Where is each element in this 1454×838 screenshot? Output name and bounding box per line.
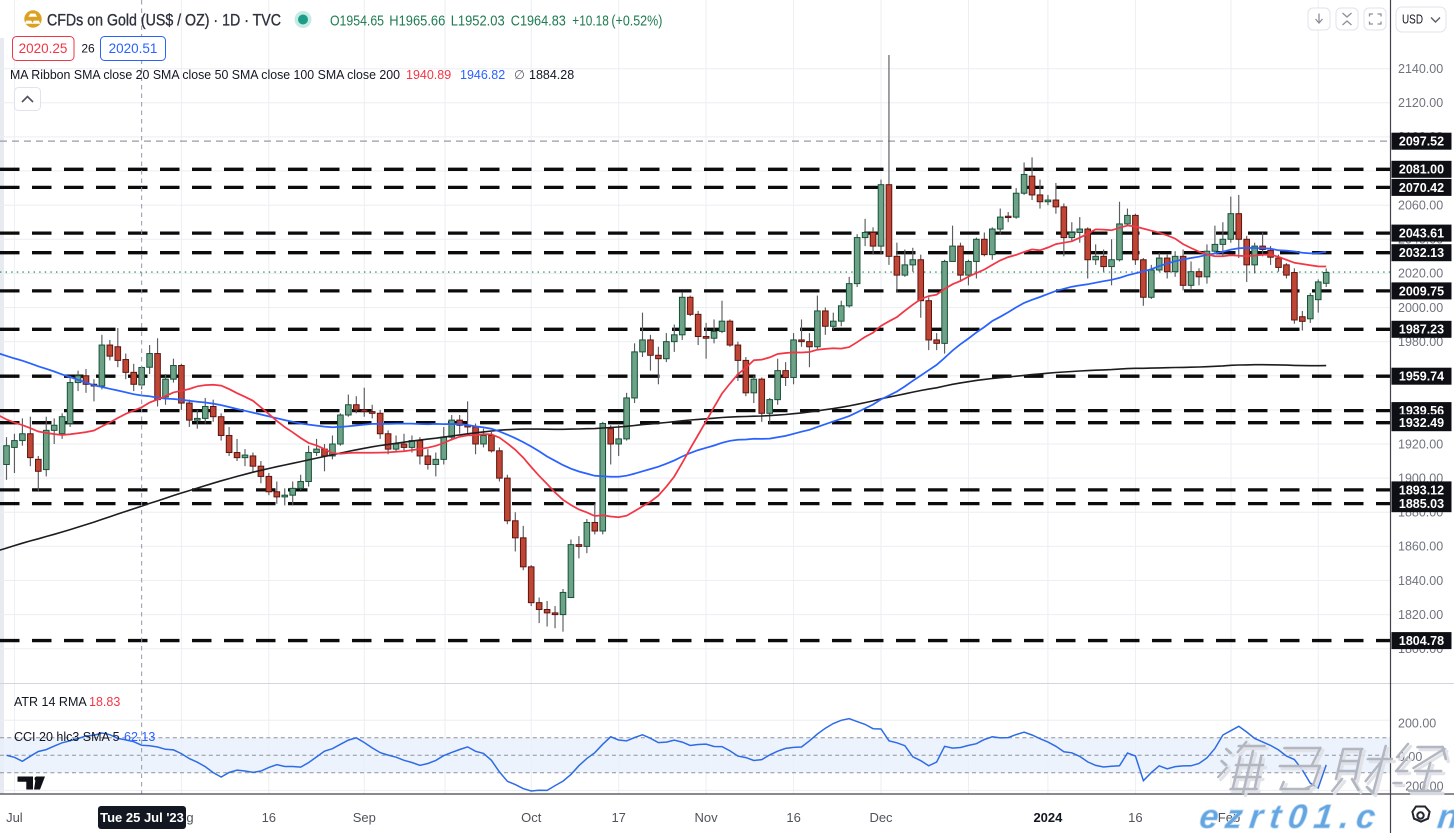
svg-text:2140.00: 2140.00 [1398, 62, 1443, 76]
svg-text:+10.18: +10.18 [572, 14, 609, 30]
svg-text:C1964.83: C1964.83 [511, 14, 566, 30]
svg-text:2081.00: 2081.00 [1399, 163, 1444, 177]
svg-text:16: 16 [1128, 810, 1142, 825]
svg-text:2070.42: 2070.42 [1399, 181, 1444, 195]
svg-text:1804.78: 1804.78 [1399, 634, 1444, 648]
svg-text:18.83: 18.83 [89, 695, 120, 709]
svg-text:Sep: Sep [353, 810, 376, 825]
svg-text:1959.74: 1959.74 [1399, 370, 1444, 384]
svg-text:Nov: Nov [695, 810, 719, 825]
svg-text:1893.12: 1893.12 [1399, 483, 1444, 497]
svg-text:Jul: Jul [6, 810, 23, 825]
svg-text:(+0.52%): (+0.52%) [611, 14, 662, 30]
svg-text:CCI 20 hlc3 SMA 5: CCI 20 hlc3 SMA 5 [14, 730, 120, 744]
svg-text:2009.75: 2009.75 [1399, 284, 1444, 298]
svg-text:2020.00: 2020.00 [1398, 267, 1443, 281]
svg-text:ATR 14 RMA: ATR 14 RMA [14, 695, 87, 709]
svg-text:USD: USD [1402, 12, 1423, 27]
svg-text:1820.00: 1820.00 [1398, 608, 1443, 622]
svg-text:2024: 2024 [1033, 810, 1063, 825]
svg-text:1946.82: 1946.82 [460, 68, 505, 82]
svg-text:17: 17 [611, 810, 625, 825]
svg-text:2120.00: 2120.00 [1398, 96, 1443, 110]
svg-text:CFDs on Gold (US$ / OZ) · 1D ·: CFDs on Gold (US$ / OZ) · 1D · TVC [47, 11, 281, 30]
svg-text:1940.89: 1940.89 [406, 68, 451, 82]
svg-text:O1954.65: O1954.65 [330, 14, 384, 30]
svg-text:Dec: Dec [869, 810, 893, 825]
svg-text:MA Ribbon SMA close 20 SMA clo: MA Ribbon SMA close 20 SMA close 50 SMA … [10, 68, 400, 82]
svg-text:2043.61: 2043.61 [1399, 227, 1444, 241]
svg-text:2060.00: 2060.00 [1398, 199, 1443, 213]
svg-text:2020.51: 2020.51 [109, 41, 158, 56]
svg-text:1920.00: 1920.00 [1398, 437, 1443, 451]
svg-text:ezrt01.c: ezrt01.c [1197, 798, 1384, 833]
svg-text:1840.00: 1840.00 [1398, 574, 1443, 588]
svg-text:Oct: Oct [521, 810, 542, 825]
svg-text:n: n [1435, 798, 1454, 833]
svg-text:2032.13: 2032.13 [1399, 246, 1444, 260]
svg-text:1884.28: 1884.28 [529, 68, 574, 82]
svg-text:2097.52: 2097.52 [1399, 135, 1444, 149]
svg-text:1885.03: 1885.03 [1399, 497, 1444, 511]
svg-text:L1952.03: L1952.03 [451, 14, 505, 30]
svg-text:∅: ∅ [514, 68, 525, 82]
svg-text:200.00: 200.00 [1398, 716, 1436, 730]
svg-text:1860.00: 1860.00 [1398, 540, 1443, 554]
svg-text:26: 26 [81, 42, 95, 56]
svg-text:16: 16 [262, 810, 276, 825]
svg-text:16: 16 [786, 810, 800, 825]
svg-text:1980.00: 1980.00 [1398, 335, 1443, 349]
svg-text:2000.00: 2000.00 [1398, 301, 1443, 315]
svg-text:1987.23: 1987.23 [1399, 323, 1444, 337]
svg-text:62.13: 62.13 [124, 730, 155, 744]
svg-text:Feb: Feb [1218, 810, 1240, 825]
svg-text:Tue 25 Jul '23: Tue 25 Jul '23 [100, 810, 184, 825]
svg-text:H1965.66: H1965.66 [389, 14, 445, 30]
svg-text:2020.25: 2020.25 [19, 41, 68, 56]
svg-text:1932.49: 1932.49 [1399, 416, 1444, 430]
